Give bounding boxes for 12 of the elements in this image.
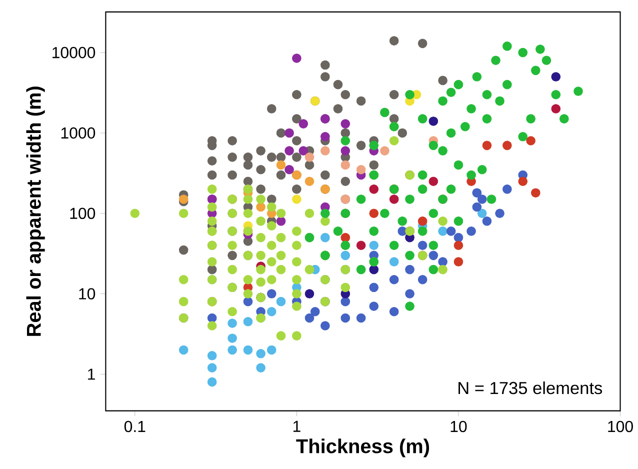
x-tick-label: 10 bbox=[450, 421, 467, 432]
y-axis-title: Real or apparent width (m) bbox=[26, 86, 45, 336]
y-tick-label: 10 bbox=[79, 288, 96, 300]
y-tick-label: 1 bbox=[88, 368, 95, 380]
y-tick-label: 100 bbox=[70, 208, 96, 220]
x-tick-label: 1 bbox=[293, 421, 300, 432]
x-tick-label: 100 bbox=[608, 421, 633, 432]
y-tick-label: 1000 bbox=[61, 127, 96, 139]
x-axis-title: Thickness (m) bbox=[296, 438, 430, 458]
y-tick-label: 10000 bbox=[52, 47, 96, 58]
x-tick-label: 0.1 bbox=[124, 421, 146, 432]
annotation: N = 1735 elements bbox=[458, 382, 602, 394]
